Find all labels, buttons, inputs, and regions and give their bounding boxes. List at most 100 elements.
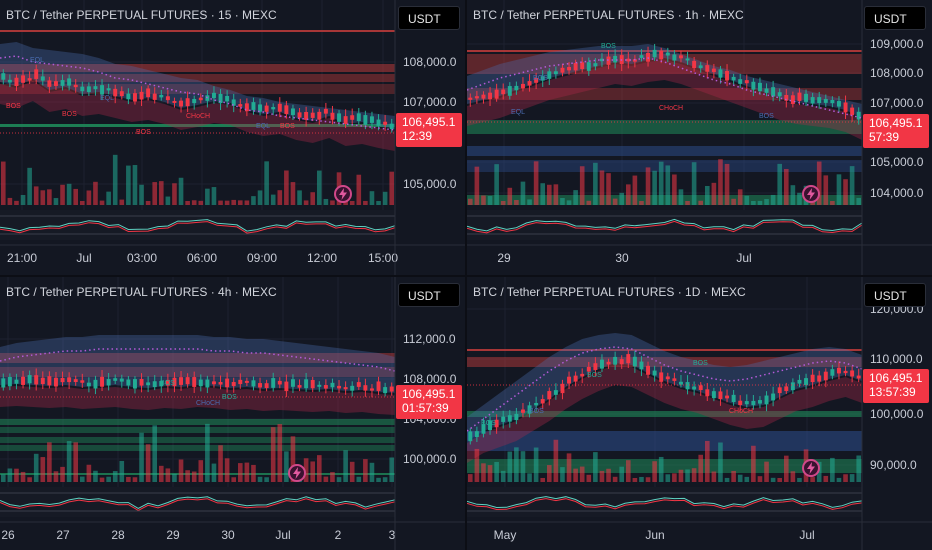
lightning-bolt-icon[interactable] — [334, 185, 352, 203]
price-zone — [0, 124, 395, 127]
lightning-bolt-icon[interactable] — [802, 185, 820, 203]
structure-label: EQL — [100, 95, 114, 102]
candle-body — [258, 383, 263, 388]
volume-bar — [389, 171, 395, 205]
volume-bar — [533, 161, 539, 205]
volume-bar — [632, 477, 638, 482]
currency-unit-button[interactable]: USDT — [864, 283, 926, 307]
candle-body — [132, 379, 137, 389]
candle-body — [198, 379, 203, 387]
candle-body — [350, 385, 355, 391]
y-axis-tick-label: 110,000.0 — [870, 352, 923, 366]
volume-bar — [691, 468, 697, 482]
candle-body — [757, 400, 762, 404]
candle-body — [494, 419, 499, 428]
pane-divider-horizontal[interactable] — [0, 275, 932, 277]
volume-bar — [783, 455, 789, 482]
candle-body — [34, 69, 39, 79]
volume-bar — [737, 189, 743, 205]
volume-bar — [494, 461, 499, 482]
volume-bar — [257, 190, 263, 205]
candle-body — [652, 49, 657, 58]
volume-bar — [527, 473, 532, 482]
last-price-badge: 106,495.1 13:57:39 — [863, 369, 929, 403]
candle-body — [297, 112, 302, 118]
candle-body — [488, 420, 493, 431]
x-axis-tick-label: 29 — [166, 528, 180, 542]
volume-bar — [119, 460, 125, 482]
candle-body — [520, 83, 525, 89]
chart-canvas-15m[interactable]: BOS BOS BOS EQL BOS CHoCH EQL EQL 108,000.0 107,0… — [0, 0, 465, 275]
x-axis-tick-label: Jul — [799, 528, 814, 542]
volume-bar — [704, 440, 710, 482]
candle-body — [810, 374, 815, 383]
chart-title: BTC / Tether PERPETUAL FUTURES · 1h · ME… — [473, 8, 744, 22]
volume-bar — [343, 450, 348, 482]
volume-bar — [185, 470, 190, 482]
price-zone — [467, 50, 862, 52]
candle-body — [185, 98, 190, 107]
structure-label: CHoCH — [186, 113, 210, 120]
candle-body — [317, 111, 322, 120]
oscillator-line-slow — [0, 221, 396, 234]
price-zone — [467, 120, 862, 134]
x-axis-tick-label: 09:00 — [247, 251, 277, 265]
candle-body — [244, 103, 249, 112]
candle-body — [547, 71, 552, 79]
upper-envelope-band — [0, 42, 395, 129]
volume-bar — [251, 464, 256, 482]
lower-envelope-band — [467, 60, 862, 140]
y-axis-tick-label: 104,000.0 — [870, 186, 924, 200]
volume-bar — [652, 170, 657, 205]
currency-unit-button[interactable]: USDT — [864, 6, 926, 30]
currency-unit-button[interactable]: USDT — [398, 283, 460, 307]
structure-label: BOS — [6, 103, 21, 110]
candle-body — [507, 415, 512, 422]
chart-pane-4h: BOS BOS CHoCH 112,000.0 108,000.0 104,000.0 10… — [0, 277, 465, 550]
chart-canvas-1h[interactable]: BOS BOS EQL CHoCH BOS 109,000.0 108,000.0 107,0… — [467, 0, 932, 275]
x-axis-tick-label: 29 — [497, 251, 511, 265]
volume-bar — [7, 468, 13, 482]
candle-body — [731, 76, 736, 81]
candle-body — [797, 92, 802, 101]
volume-bar — [369, 191, 375, 205]
candle-body — [297, 385, 302, 388]
volume-bar — [172, 183, 177, 205]
volume-bar — [270, 427, 276, 482]
candle-body — [797, 379, 802, 384]
candle-body — [553, 71, 558, 75]
volume-bar — [507, 187, 513, 205]
candle-body — [231, 382, 236, 387]
candle-body — [856, 111, 861, 120]
candle-body — [251, 102, 256, 110]
volume-bar — [711, 471, 717, 482]
volume-bar — [145, 200, 151, 205]
candle-body — [152, 93, 157, 100]
candle-body — [284, 381, 289, 392]
last-price: 106,495.1 — [869, 371, 923, 385]
volume-bar — [612, 198, 618, 205]
candle-body — [139, 91, 144, 100]
chart-title: BTC / Tether PERPETUAL FUTURES · 15 · ME… — [6, 8, 277, 22]
volume-bar — [376, 200, 381, 205]
volume-bar — [698, 200, 704, 205]
y-axis-tick-label: 109,000.0 — [870, 37, 924, 51]
candle-body — [258, 104, 263, 112]
bar-countdown: 01:57:39 — [402, 401, 449, 415]
candle-body — [323, 108, 328, 114]
candle-body — [53, 377, 58, 387]
y-axis-tick-label: 107,000.0 — [870, 96, 924, 110]
currency-unit-button[interactable]: USDT — [398, 6, 460, 30]
lightning-bolt-icon[interactable] — [802, 459, 820, 477]
volume-bar — [540, 477, 546, 482]
volume-bar — [560, 467, 565, 482]
chart-canvas-4h[interactable]: BOSBOSCHoCH112,000.0108,000.0104,000.010… — [0, 277, 465, 550]
lightning-bolt-icon[interactable] — [288, 464, 306, 482]
volume-bar — [481, 463, 486, 482]
candle-body — [113, 88, 118, 97]
y-axis-tick-label: 105,000.0 — [870, 155, 924, 169]
volume-bar — [507, 451, 513, 482]
candle-body — [100, 85, 105, 95]
volume-bar — [284, 451, 289, 482]
